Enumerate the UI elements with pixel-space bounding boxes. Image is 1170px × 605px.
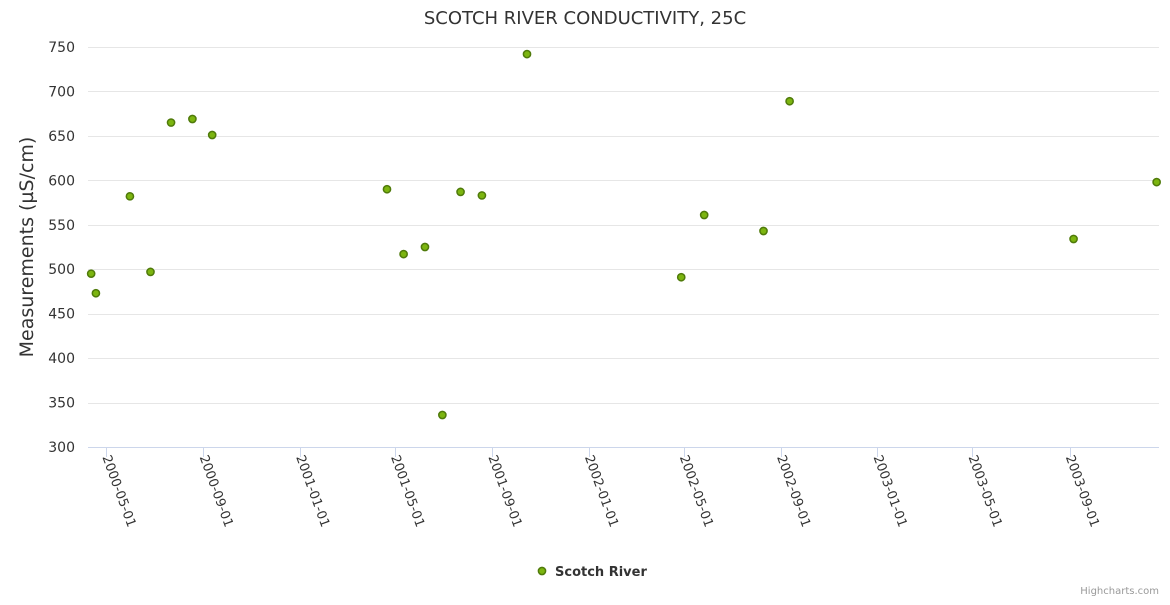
x-tick-label: 2002-01-01 xyxy=(581,453,621,529)
y-tick-label: 450 xyxy=(48,307,75,323)
data-point[interactable] xyxy=(456,187,465,197)
data-point[interactable] xyxy=(166,118,176,127)
data-point[interactable] xyxy=(477,191,487,200)
data-point[interactable] xyxy=(146,267,155,277)
data-point[interactable] xyxy=(207,130,217,140)
y-tick-label: 600 xyxy=(48,173,75,189)
y-axis-labels: 300 350 400 450 500 550 600 650 700 750 xyxy=(48,40,75,456)
y-tick-label: 300 xyxy=(48,440,75,456)
data-point[interactable] xyxy=(522,49,532,59)
credits-link[interactable]: Highcharts.com xyxy=(1080,586,1159,597)
data-point[interactable] xyxy=(420,242,430,252)
y-tick-label: 700 xyxy=(48,84,75,100)
y-tick-label: 400 xyxy=(48,351,75,367)
data-point[interactable] xyxy=(382,184,392,194)
y-tick-label: 650 xyxy=(48,129,75,145)
data-point[interactable] xyxy=(1152,177,1161,187)
x-tick-label: 2003-01-01 xyxy=(870,453,910,529)
data-point[interactable] xyxy=(1069,234,1078,244)
x-tick-label: 2001-09-01 xyxy=(484,453,524,529)
legend-marker[interactable] xyxy=(537,566,547,576)
series-points xyxy=(86,49,1161,420)
data-point[interactable] xyxy=(399,249,408,259)
legend[interactable]: Scotch River xyxy=(537,565,647,580)
x-tick-label: 2003-09-01 xyxy=(1062,453,1102,529)
grid-layer xyxy=(88,47,1159,404)
axis-layer xyxy=(88,447,1159,457)
y-tick-label: 350 xyxy=(48,396,75,412)
x-tick-label: 2003-05-01 xyxy=(965,453,1005,529)
x-tick-label: 2002-09-01 xyxy=(773,453,813,529)
data-point[interactable] xyxy=(759,226,768,236)
data-point[interactable] xyxy=(676,272,686,282)
x-axis-labels: 2000-05-01 2000-09-01 2001-01-01 2001-05-01… xyxy=(98,453,1101,529)
data-point[interactable] xyxy=(188,114,197,124)
chart-title: SCOTCH RIVER CONDUCTIVITY, 25C xyxy=(424,8,746,29)
x-tick-label: 2001-01-01 xyxy=(292,453,332,529)
y-tick-label: 750 xyxy=(48,40,75,56)
data-point[interactable] xyxy=(125,191,135,201)
x-tick-label: 2000-05-01 xyxy=(98,453,138,529)
data-point[interactable] xyxy=(438,410,447,420)
y-axis-title: Measurements (µS/cm) xyxy=(16,137,38,358)
x-tick-label: 2002-05-01 xyxy=(676,453,716,529)
legend-label-scotch-river[interactable]: Scotch River xyxy=(555,565,647,580)
y-tick-label: 550 xyxy=(48,218,75,234)
data-point[interactable] xyxy=(91,288,101,298)
data-point[interactable] xyxy=(785,96,794,106)
x-tick-label: 2000-09-01 xyxy=(196,453,236,529)
y-tick-label: 500 xyxy=(48,262,75,278)
data-point[interactable] xyxy=(699,210,709,220)
x-tick-label: 2001-05-01 xyxy=(387,453,427,529)
data-point[interactable] xyxy=(86,269,96,279)
